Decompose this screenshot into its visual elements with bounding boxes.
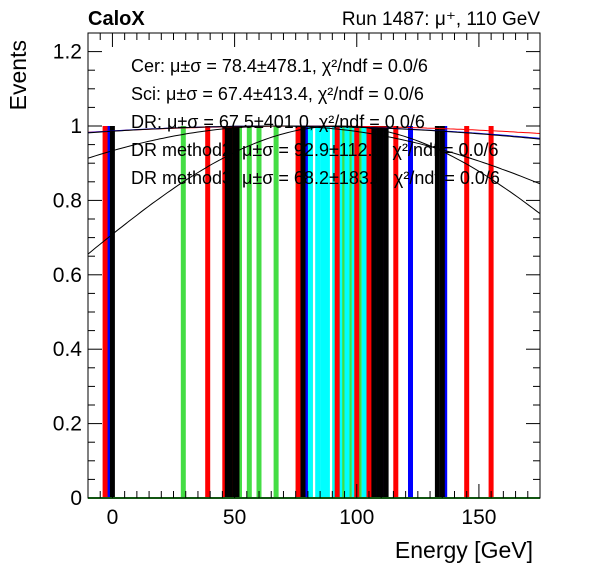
bar-series3-0 [102,126,108,498]
header-right: Run 1487: μ⁺, 110 GeV [342,9,540,30]
fit-curves [87,125,541,255]
bar-series1-2 [320,126,326,498]
bar-series3-4 [295,126,301,498]
x-axis-label: Energy [GeV] [395,537,533,563]
y-tick-label: 0.4 [53,338,83,361]
y-tick-label: 0.6 [53,264,82,287]
fit-curve-2 [87,125,541,140]
bar-series2-6 [408,126,413,498]
legend-entry-3: DR method2: μ±σ = 92.9±112.0, χ²/ndf = 0… [131,140,499,160]
histogram-bars [102,126,494,498]
bar-series3-5 [334,126,340,498]
bar-series3-6 [354,126,360,498]
bar-series4-11 [439,126,445,498]
y-tick-label: 0.2 [53,413,82,436]
legend: Cer: μ±σ = 78.4±478.1, χ²/ndf = 0.0/6 Sci… [131,56,500,188]
legend-entry-0: Cer: μ±σ = 78.4±478.1, χ²/ndf = 0.0/6 [131,56,428,76]
x-tick-label: 50 [223,506,246,529]
bar-series1-3 [324,126,330,498]
bar-series0-0 [180,126,186,498]
bar-series0-5 [273,126,279,498]
bar-series3-9 [393,126,399,498]
legend-entry-4: DR method3: μ±σ = 68.2±183.8, χ²/ndf = 0… [131,168,500,188]
header-left: CaloX [88,8,145,30]
plot-frame [87,32,541,499]
y-tick-label: 0 [70,487,82,510]
bar-series4-2 [227,126,233,498]
bar-series4-8 [378,126,384,498]
bar-series1-1 [315,126,321,498]
bar-series4-0 [109,126,115,498]
bar-series0-3 [246,126,252,498]
bar-series3-7 [366,126,372,498]
bar-series1-8 [361,126,367,498]
legend-entry-2: DR: μ±σ = 67.5±401.0, χ²/ndf = 0.0/6 [131,112,425,132]
bar-series4-9 [383,126,389,498]
bar-series1-6 [344,126,350,498]
legend-entry-1: Sci: μ±σ = 67.4±413.4, χ²/ndf = 0.0/6 [131,84,424,104]
bar-series4-10 [434,126,440,498]
x-axis-ticks: 0 50 100 150 [87,33,541,529]
y-tick-label: 1 [70,115,82,138]
x-tick-label: 150 [461,506,496,529]
x-tick-label: 100 [339,506,374,529]
bar-series4-6 [371,126,377,498]
fit-curve-4 [87,125,541,185]
bar-series4-5 [300,126,306,498]
y-axis-label: Events [5,40,31,110]
x-tick-label: 0 [107,506,119,529]
bar-series1-0 [307,126,313,498]
y-axis-ticks: 0 0.2 0.4 0.6 0.8 1 1.2 [53,41,540,510]
bar-series4-4 [234,126,240,498]
bar-series0-4 [256,126,262,498]
y-tick-label: 0.8 [53,189,82,212]
y-tick-label: 1.2 [53,41,82,64]
bar-series3-1 [205,126,211,498]
bar-series3-10 [464,126,470,498]
bar-series3-11 [488,126,494,498]
